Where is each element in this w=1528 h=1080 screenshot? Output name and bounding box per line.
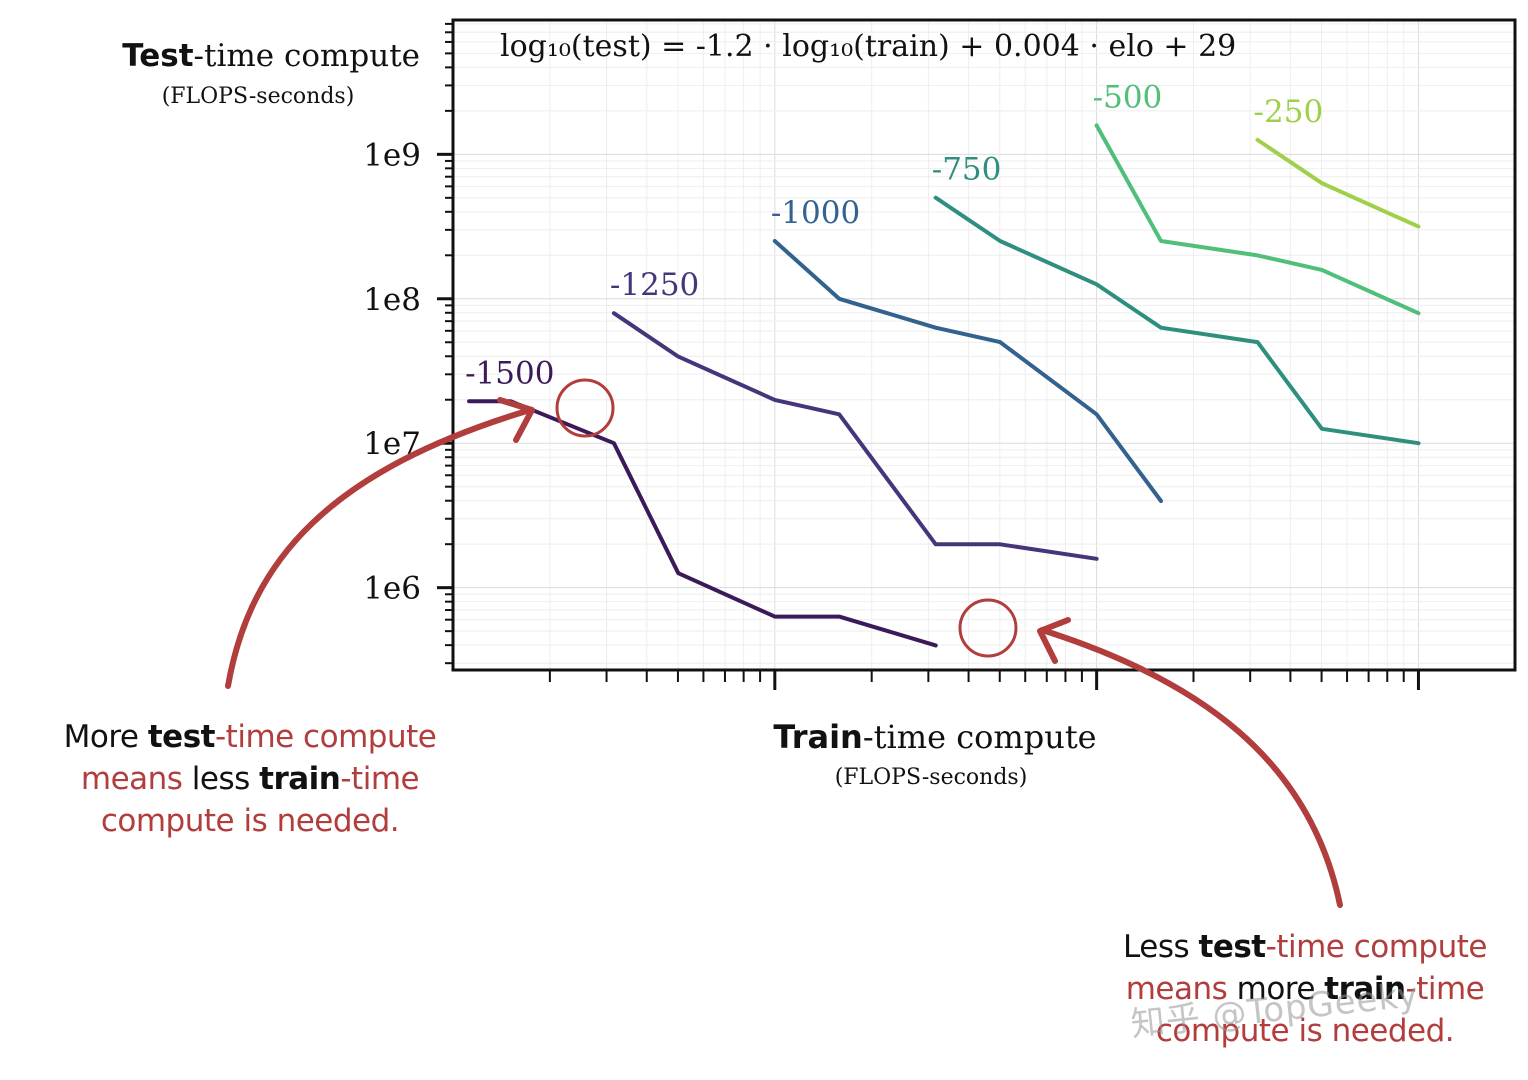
x-axis-units: (FLOPS-seconds) [835,765,1028,790]
y-axis-label-bold: Test [122,38,194,74]
annotation-left-line2: means less train-time [80,761,420,797]
arrow-right [1039,627,1343,908]
series-line [772,239,1163,503]
y-tick-label: 1e8 [363,282,421,318]
annotation-left-line1: More test-time compute [63,719,437,755]
annotation-left: More test-time compute means less train-… [30,716,470,842]
series-label: -1250 [610,267,699,303]
series-label: -750 [932,152,1002,188]
annotation-right-line1: Less test-time compute [1123,929,1487,965]
series-label: -500 [1093,79,1163,115]
series-line [1094,123,1421,316]
plot-frame [451,18,1517,672]
arrow-left [225,407,533,689]
x-ticks [548,670,1420,690]
x-axis-label-bold: Train [773,718,862,756]
annotation-right-line3: compute is needed. [1155,1013,1455,1049]
series-line [467,399,938,648]
highlight-circle-right [958,598,1018,658]
grid [453,20,1515,670]
y-axis-label-rest: -time compute [194,38,420,74]
series-line [1255,137,1421,229]
series-label: -1000 [771,195,860,231]
y-axis-label: Test-time compute [122,38,420,74]
arrow-left-head [497,397,535,443]
annotation-right-line2: means more train-time [1125,971,1485,1007]
y-tick-label: 1e6 [363,571,421,607]
series-line [611,311,1099,561]
annotation-left-line3: compute is needed. [100,803,400,839]
series-lines [467,123,1421,648]
annotation-right: Less test-time compute means more train-… [1100,926,1510,1052]
highlight-circle-left [555,378,615,438]
x-axis-label-rest: -time compute [863,718,1097,756]
arrow-right-head [1037,617,1071,664]
x-axis-label: Train-time compute [773,718,1096,756]
y-tick-label: 1e9 [363,137,421,173]
series-label: -1500 [465,355,554,391]
y-axis-units: (FLOPS-seconds) [162,84,355,109]
series-labels: -1500 -1250 -1000 -750 -500 -250 [465,79,1323,391]
series-label: -250 [1254,94,1324,130]
series-line [933,195,1421,446]
formula-text: log₁₀(test) = -1.2 · log₁₀(train) + 0.00… [500,29,1236,64]
